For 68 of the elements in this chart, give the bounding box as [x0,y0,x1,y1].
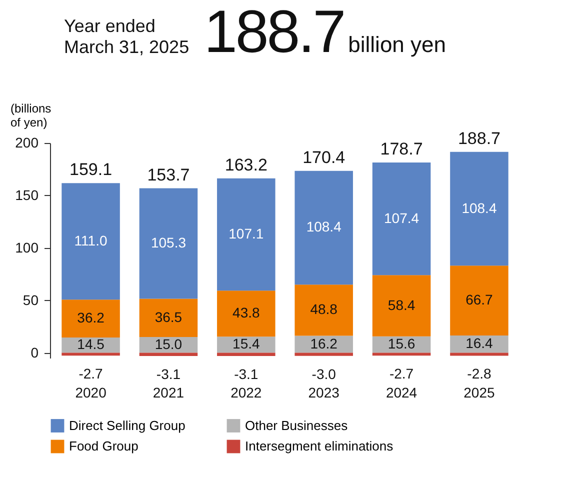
bar [294,352,353,356]
bar [372,162,431,276]
bar [62,183,120,300]
data-label: 111.0 [74,232,108,248]
bar [450,152,508,266]
bar [372,275,431,336]
y-axis-title: (billions of yen) [10,102,52,130]
data-label: 66.7 [466,292,494,308]
data-label: 108.4 [462,200,497,216]
x-tick-label: 2022 [230,384,262,400]
legend-label: Other Businesses [245,418,348,433]
data-label: -3.0 [312,366,336,382]
data-label: 43.8 [232,304,260,321]
y-tick-label: 150 [15,186,39,203]
data-label: 15.0 [154,336,182,352]
bar [62,338,120,353]
bar [139,352,198,356]
bar [217,336,276,353]
total-label: 188.7 [458,128,500,148]
x-tick-label: 2023 [308,384,340,400]
chart-subtitle: 188.7 [204,0,344,65]
bar [450,266,508,336]
total-label: 170.4 [302,148,346,167]
total-label: 163.2 [224,155,268,174]
bar [294,336,353,353]
data-label: 15.6 [388,336,416,352]
chart-title: Year ended March 31, 2025 [64,16,190,58]
bar [217,290,276,337]
y-tick-label: 0 [30,344,39,360]
total-label: 159.1 [70,160,112,180]
data-label: 36.5 [154,308,182,325]
bar [139,298,198,338]
legend-label: Food Group [69,438,138,454]
data-label: 15.4 [232,336,260,352]
y-tick-label: 50 [22,292,39,308]
data-label: 14.5 [77,336,105,352]
bar [139,188,198,299]
bar [294,170,353,285]
legend-label: Intersegment eliminations [245,438,394,454]
x-tick-label: 2025 [464,384,495,400]
total-label: 178.7 [380,140,423,159]
data-label: 16.2 [310,335,338,352]
total-label: 153.7 [147,165,190,184]
legend-label: Direct Selling Group [69,418,186,433]
data-label: 58.4 [388,296,416,313]
data-label: 48.8 [310,301,338,318]
bar [294,284,353,336]
bar [62,300,120,338]
x-tick-label: 2024 [386,384,418,400]
y-tick-label: 200 [15,134,39,150]
data-label: -3.1 [234,366,258,382]
data-label: -2.7 [78,366,104,382]
bar [217,178,276,291]
x-tick-label: 2020 [75,384,107,400]
data-label: 107.4 [384,210,420,226]
data-label: 105.3 [150,234,186,251]
bar [450,336,508,353]
data-label: -2.8 [467,366,492,382]
data-label: 16.4 [466,335,494,352]
data-label: -3.1 [156,366,181,382]
data-label: 36.2 [77,310,105,326]
bar [217,352,276,356]
data-label: 108.4 [306,218,342,235]
data-label: 107.1 [228,226,264,242]
data-label: -2.7 [389,366,414,382]
text: billion yen [348,32,446,58]
y-tick-label: 100 [15,239,39,256]
x-tick-label: 2021 [152,384,184,400]
